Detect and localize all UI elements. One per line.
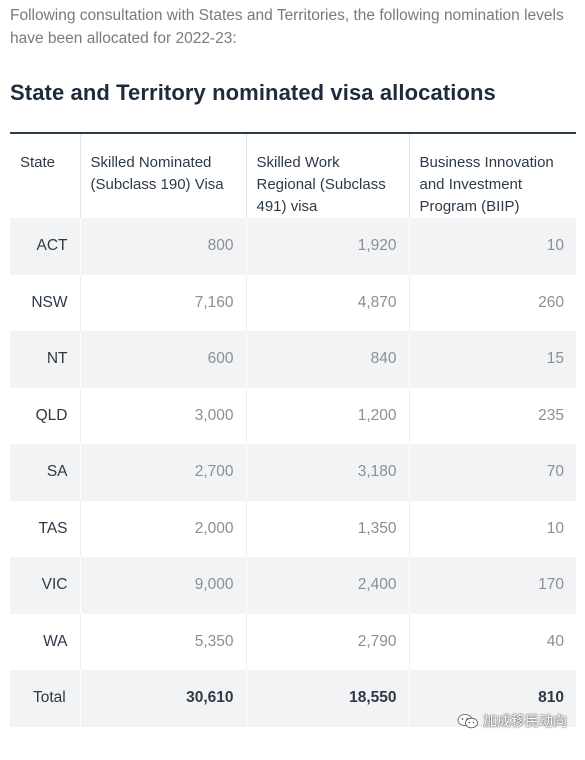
- state-cell: SA: [10, 444, 81, 501]
- subclass-491-cell: 4,870: [246, 274, 410, 331]
- state-cell: NT: [10, 331, 81, 388]
- table-row: WA 5,350 2,790 40: [10, 613, 576, 670]
- subclass-190-cell: 7,160: [80, 274, 247, 331]
- total-label: Total: [10, 670, 81, 727]
- table-row: VIC 9,000 2,400 170: [10, 557, 576, 614]
- table-row: NSW 7,160 4,870 260: [10, 274, 576, 331]
- biip-cell: 260: [538, 293, 564, 311]
- subclass-491-cell: 2,400: [246, 557, 410, 614]
- total-biip: 810: [409, 670, 576, 727]
- subclass-190-cell: 5,350: [80, 613, 247, 670]
- biip-cell: 235: [538, 406, 564, 424]
- allocations-table: State Skilled Nominated (Subclass 190) V…: [10, 132, 576, 727]
- subclass-491-cell: 2,790: [246, 613, 410, 670]
- biip-cell: 10: [409, 218, 576, 275]
- total-subclass-190: 30,610: [80, 670, 247, 727]
- wechat-icon: [457, 713, 479, 729]
- column-header-subclass-190: Skilled Nominated (Subclass 190) Visa: [80, 133, 247, 218]
- state-cell: NSW: [10, 274, 81, 331]
- watermark-text: 加成移民动向: [483, 713, 567, 729]
- total-subclass-491: 18,550: [246, 670, 410, 727]
- subclass-491-cell: 1,200: [246, 387, 410, 444]
- state-cell: QLD: [10, 387, 81, 444]
- total-row: Total 30,610 18,550 810: [10, 670, 576, 727]
- subclass-190-cell: 600: [80, 331, 247, 388]
- biip-cell: 10: [546, 519, 564, 537]
- subclass-190-cell: 800: [80, 218, 247, 275]
- state-cell: ACT: [10, 218, 81, 275]
- table-row: NT 600 840 15: [10, 331, 576, 388]
- subclass-491-cell: 840: [246, 331, 410, 388]
- subclass-190-cell: 2,700: [80, 444, 247, 501]
- subclass-190-cell: 9,000: [80, 557, 247, 614]
- intro-text: Following consultation with States and T…: [10, 7, 564, 47]
- biip-cell: 40: [546, 632, 564, 650]
- state-cell: WA: [10, 613, 81, 670]
- biip-cell: 170: [409, 557, 576, 614]
- table-header-row: State Skilled Nominated (Subclass 190) V…: [10, 133, 576, 218]
- page-title: State and Territory nominated visa alloc…: [10, 80, 496, 105]
- subclass-491-cell: 1,350: [246, 500, 410, 557]
- table-row: TAS 2,000 1,350 10: [10, 500, 576, 557]
- subclass-491-cell: 1,920: [246, 218, 410, 275]
- column-header-biip: Business Innovation and Investment Progr…: [419, 154, 554, 215]
- subclass-190-cell: 3,000: [80, 387, 247, 444]
- state-cell: TAS: [10, 500, 81, 557]
- table-row: SA 2,700 3,180 70: [10, 444, 576, 501]
- column-header-subclass-491: Skilled Work Regional (Subclass 491) vis…: [246, 133, 410, 218]
- watermark: 加成移民动向: [457, 711, 567, 731]
- column-header-state: State: [10, 133, 81, 218]
- biip-cell: 70: [409, 444, 576, 501]
- biip-cell: 15: [409, 331, 576, 388]
- table-row: ACT 800 1,920 10: [10, 218, 576, 275]
- state-cell: VIC: [10, 557, 81, 614]
- table-row: QLD 3,000 1,200 235: [10, 387, 576, 444]
- subclass-491-cell: 3,180: [246, 444, 410, 501]
- subclass-190-cell: 2,000: [80, 500, 247, 557]
